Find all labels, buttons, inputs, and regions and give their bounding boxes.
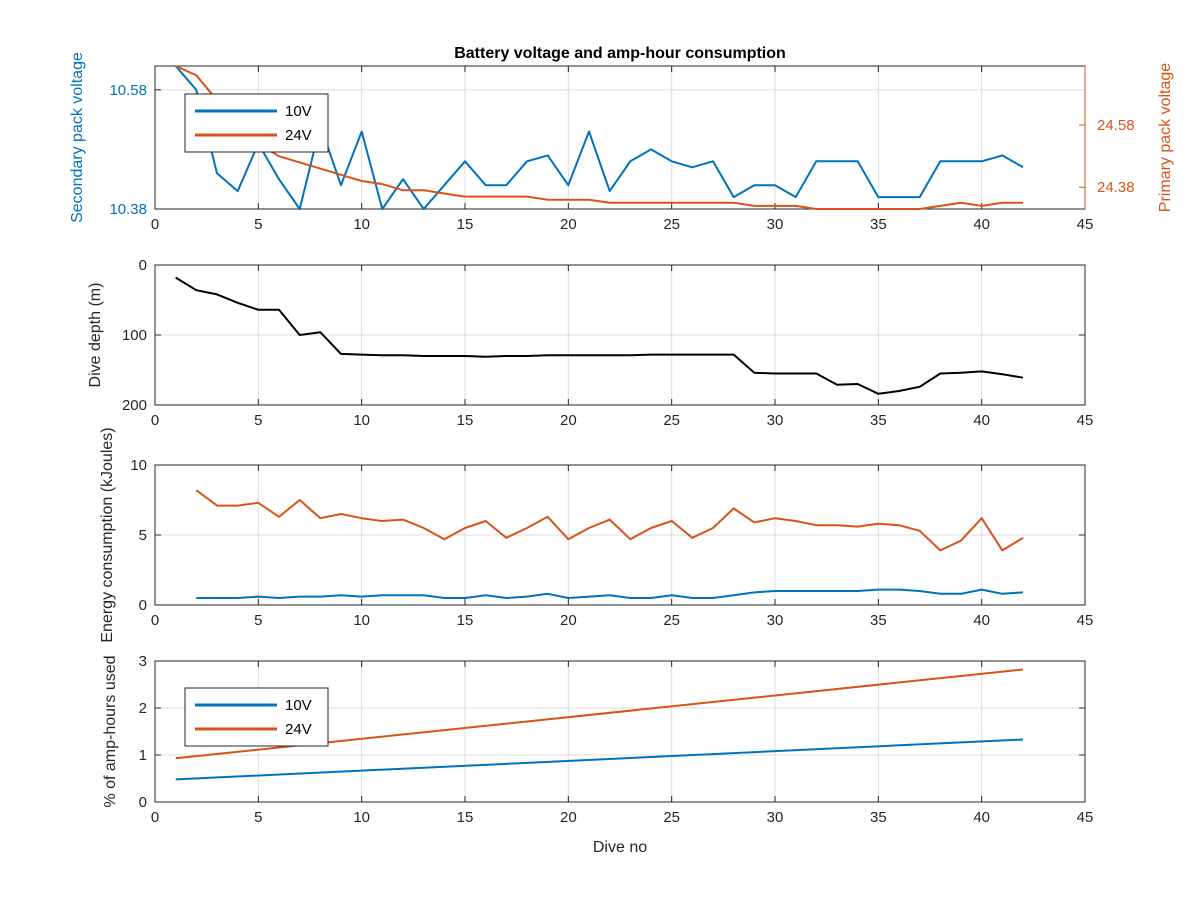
x-tick-label: 15 (457, 809, 474, 826)
x-tick-label: 25 (663, 809, 680, 826)
series-line-24v (175, 65, 1023, 210)
y2-axis-label: Primary pack voltage (1157, 63, 1174, 212)
y-axis-label: % of amp-hours used (102, 655, 119, 807)
y-axis-label: Dive depth (m) (87, 283, 104, 388)
x-tick-label: 5 (254, 412, 262, 429)
y-tick-label: 0 (139, 597, 147, 614)
x-tick-label: 35 (870, 216, 887, 233)
x-tick-label: 20 (560, 216, 577, 233)
x-tick-label: 45 (1077, 809, 1094, 826)
series-line-2 (195, 489, 1024, 552)
x-tick-label: 0 (151, 412, 159, 429)
y-tick-label: 100 (122, 327, 147, 344)
x-tick-label: 0 (151, 216, 159, 233)
x-tick-label: 40 (973, 612, 990, 629)
chart-title: Battery voltage and amp-hour consumption (454, 45, 786, 62)
x-tick-label: 10 (353, 612, 370, 629)
x-tick-label: 40 (973, 809, 990, 826)
x-tick-label: 0 (151, 612, 159, 629)
x-tick-label: 25 (663, 612, 680, 629)
x-tick-label: 35 (870, 412, 887, 429)
x-tick-label: 0 (151, 809, 159, 826)
y-tick-label: 10 (130, 457, 147, 474)
y2-tick-label: 24.38 (1097, 179, 1135, 196)
x-tick-label: 5 (254, 809, 262, 826)
x-tick-label: 15 (457, 612, 474, 629)
y-tick-label: 2 (139, 700, 147, 717)
chart-panel-3: 0 5 10 15 20 25 30 35 40 45 0 5 10 Energy consumption… (99, 427, 1093, 642)
legend-label: 24V (285, 721, 312, 738)
series-line-1 (196, 588, 1024, 599)
x-tick-label: 30 (767, 809, 784, 826)
x-tick-label: 15 (457, 216, 474, 233)
y-tick-label: 10.58 (109, 82, 147, 99)
axes-box (154, 660, 1086, 803)
x-tick-label: 45 (1077, 612, 1094, 629)
x-tick-label: 10 (353, 412, 370, 429)
y-tick-label: 10.38 (109, 201, 147, 218)
y-tick-label: 0 (139, 794, 147, 811)
x-tick-label: 40 (973, 216, 990, 233)
series-line-1 (175, 276, 1024, 395)
x-tick-label: 15 (457, 412, 474, 429)
x-tick-label: 45 (1077, 412, 1094, 429)
x-tick-label: 5 (254, 216, 262, 233)
x-tick-label: 40 (973, 412, 990, 429)
x-tick-label: 20 (560, 809, 577, 826)
y-axis-label: Secondary pack voltage (69, 52, 86, 223)
legend-box (184, 93, 329, 153)
x-tick-label: 20 (560, 412, 577, 429)
series-line-10v (175, 738, 1024, 781)
y2-tick-label: 24.58 (1097, 117, 1135, 134)
y-tick-label: 5 (139, 527, 147, 544)
y-tick-label: 3 (139, 653, 147, 670)
x-tick-label: 35 (870, 809, 887, 826)
legend-box (184, 687, 329, 747)
chart-panel-2: 0 5 10 15 20 25 30 35 40 45 0 100 200 Dive depth (m) (87, 257, 1093, 429)
chart-panel-4: 0 5 10 15 20 25 30 35 40 45 0 1 2 3 % of amp-hours use… (102, 653, 1093, 856)
y-tick-label: 200 (122, 397, 147, 414)
x-tick-label: 30 (767, 216, 784, 233)
x-tick-label: 25 (663, 216, 680, 233)
legend-label: 24V (285, 127, 312, 144)
y-tick-label: 0 (139, 257, 147, 274)
x-axis-label: Dive no (593, 839, 647, 856)
x-tick-label: 10 (353, 216, 370, 233)
y-axis-label: Energy consumption (kJoules) (99, 427, 116, 642)
x-tick-label: 35 (870, 612, 887, 629)
x-tick-label: 20 (560, 612, 577, 629)
x-tick-label: 5 (254, 612, 262, 629)
y-tick-label: 1 (139, 747, 147, 764)
x-tick-label: 10 (353, 809, 370, 826)
legend-label: 10V (285, 103, 312, 120)
x-tick-label: 45 (1077, 216, 1094, 233)
x-tick-label: 30 (767, 412, 784, 429)
x-tick-label: 30 (767, 612, 784, 629)
chart-panel-1: 0 5 10 15 20 25 30 35 40 45 10.38 10.58 Secondary pa… (69, 45, 1174, 233)
legend-label: 10V (285, 697, 312, 714)
x-tick-label: 25 (663, 412, 680, 429)
